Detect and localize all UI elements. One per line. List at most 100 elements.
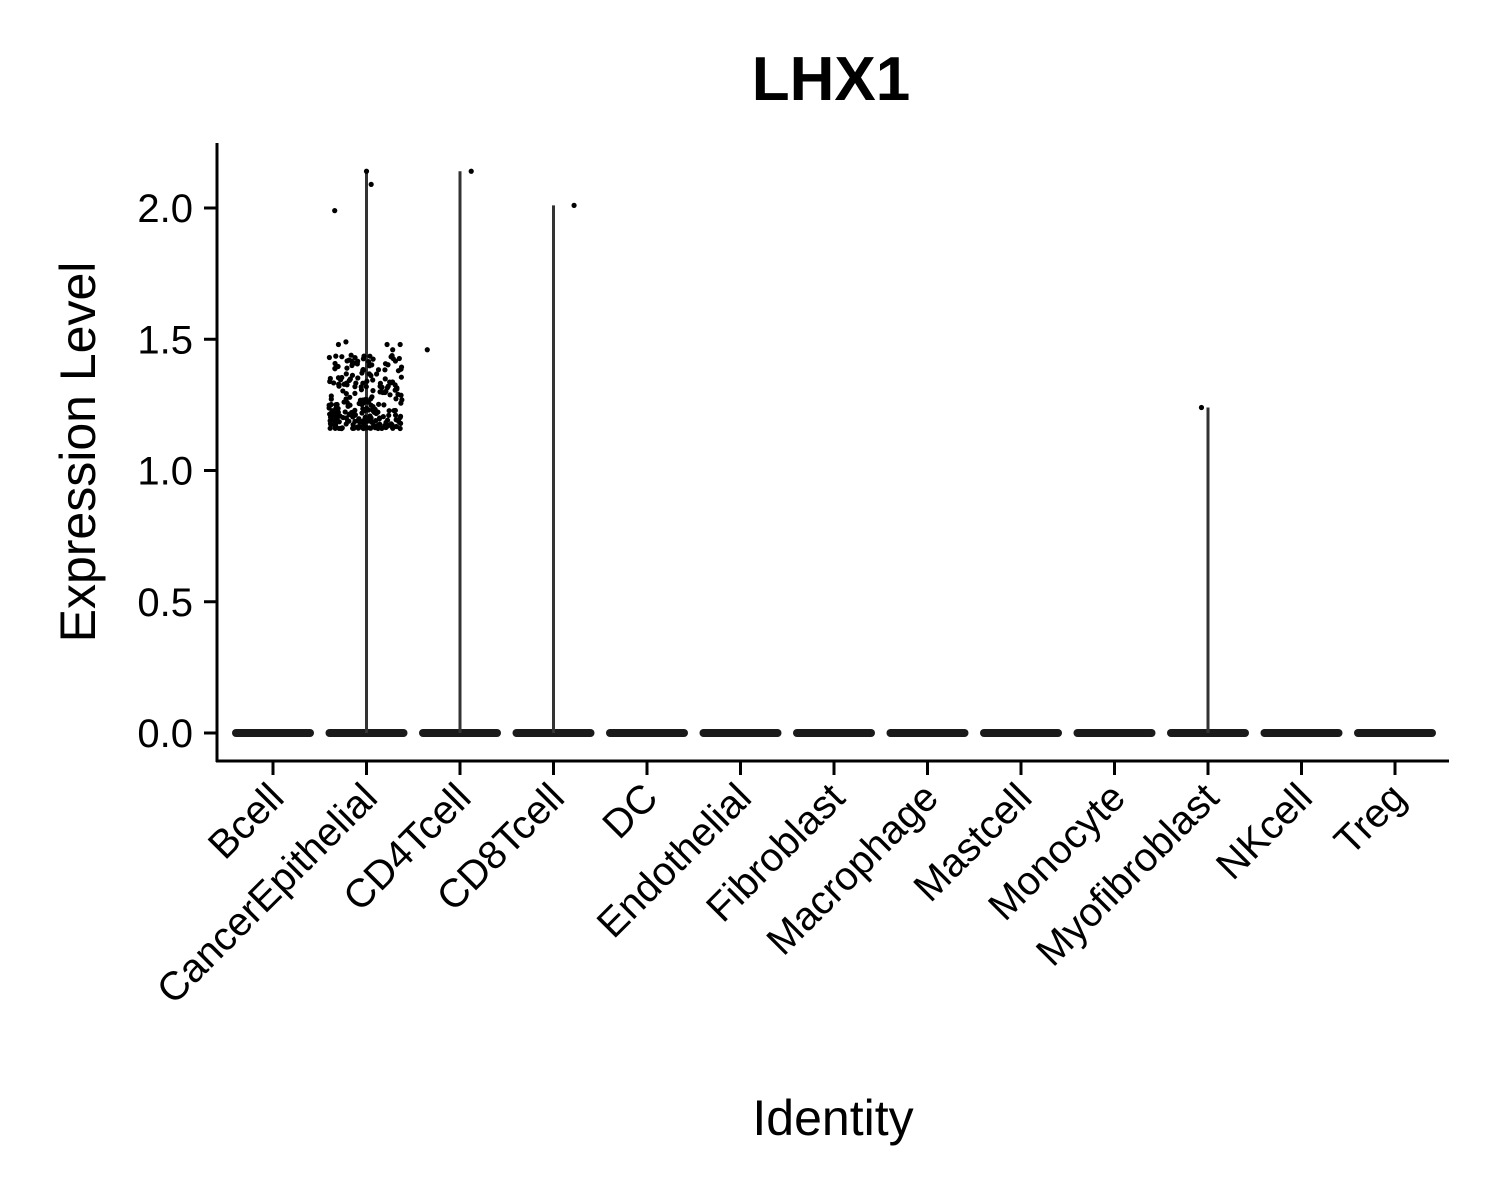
violin-base: [232, 729, 314, 737]
data-point: [468, 168, 474, 174]
data-point: [368, 181, 374, 187]
data-point: [387, 379, 393, 385]
data-point: [392, 387, 398, 393]
data-point: [386, 412, 392, 418]
data-point: [350, 422, 356, 428]
data-point: [369, 362, 375, 368]
data-point: [355, 375, 361, 381]
data-point: [330, 417, 336, 423]
violin-base: [980, 729, 1062, 737]
data-point: [343, 396, 349, 402]
data-point: [360, 425, 366, 432]
data-point: [333, 402, 339, 408]
data-point: [364, 378, 370, 384]
data-point: [382, 361, 389, 367]
data-point: [398, 392, 404, 398]
data-point: [382, 367, 388, 373]
data-point: [383, 419, 389, 426]
data-point: [360, 367, 367, 373]
data-point: [335, 341, 342, 348]
data-point: [359, 397, 365, 403]
data-point: [328, 396, 334, 402]
data-point: [397, 414, 403, 421]
data-point: [352, 355, 358, 361]
violin-base: [699, 729, 782, 737]
data-point: [345, 403, 351, 409]
data-point: [373, 418, 379, 424]
data-point: [349, 372, 356, 378]
data-point: [376, 401, 382, 407]
data-point: [350, 414, 356, 420]
x-axis-label: Identity: [752, 1090, 913, 1146]
data-point: [343, 421, 349, 427]
data-point: [332, 422, 338, 428]
x-tick-label: DC: [594, 775, 666, 847]
data-point: [335, 363, 341, 370]
data-point: [363, 384, 369, 390]
data-point: [336, 413, 342, 419]
data-point: [375, 367, 382, 373]
data-point: [398, 364, 405, 370]
data-point: [383, 424, 389, 430]
y-axis-label: Expression Level: [50, 262, 106, 643]
data-point: [363, 168, 370, 174]
data-point: [392, 412, 399, 418]
data-point: [348, 352, 354, 358]
data-point: [339, 354, 345, 360]
data-point: [368, 415, 374, 421]
data-point: [376, 415, 383, 421]
data-point: [389, 424, 395, 430]
data-point: [393, 396, 399, 402]
data-point: [387, 392, 393, 398]
violin-base: [1073, 729, 1156, 737]
data-point: [1198, 404, 1205, 411]
data-point: [379, 425, 385, 432]
data-point: [373, 409, 380, 415]
data-point: [344, 365, 350, 371]
data-point: [327, 425, 333, 431]
chart-title: LHX1: [752, 45, 910, 114]
data-point: [343, 371, 349, 377]
data-point: [391, 407, 397, 414]
data-point: [390, 347, 396, 353]
violin-base: [1354, 729, 1436, 737]
data-point: [398, 374, 404, 380]
data-point: [326, 354, 332, 361]
data-point: [327, 421, 334, 427]
data-point: [382, 376, 388, 382]
data-point: [392, 358, 399, 364]
data-point: [370, 356, 376, 362]
data-point: [344, 358, 350, 364]
data-point: [355, 417, 361, 424]
data-point: [368, 372, 374, 379]
y-tick-label: 1.0: [137, 450, 193, 494]
data-point: [336, 383, 342, 389]
violin-base: [1260, 729, 1343, 737]
data-point: [372, 423, 378, 429]
data-point: [374, 371, 380, 377]
data-point: [398, 400, 404, 406]
data-point: [344, 382, 350, 388]
data-point: [359, 410, 365, 416]
data-point: [342, 409, 348, 415]
data-point: [352, 384, 358, 390]
data-point: [377, 421, 383, 427]
data-point: [332, 208, 338, 214]
data-point: [336, 425, 342, 432]
data-point: [396, 418, 402, 425]
data-point: [333, 353, 339, 359]
data-point: [366, 358, 372, 365]
data-point: [328, 401, 334, 408]
violin-base: [793, 729, 875, 737]
y-tick-label: 2.0: [137, 187, 193, 231]
data-point: [379, 384, 385, 391]
data-point: [571, 202, 577, 208]
data-point: [339, 374, 345, 381]
x-tick-label: NKcell: [1208, 775, 1321, 888]
data-point: [358, 384, 364, 390]
data-point: [396, 355, 402, 362]
data-point: [384, 341, 390, 348]
data-point: [364, 405, 370, 412]
data-point: [424, 347, 430, 353]
